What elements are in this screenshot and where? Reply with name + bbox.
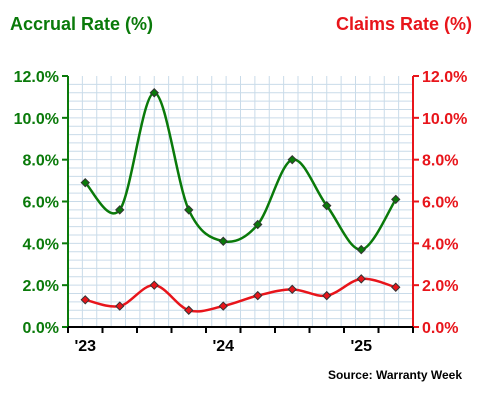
accrual-data-point: [80, 177, 90, 188]
right-axis-title: Claims Rate (%): [335, 14, 472, 34]
claims-data-point: [391, 282, 401, 292]
left-tick-label: 12.0%: [14, 69, 59, 86]
right-tick-label: 0.0%: [422, 320, 458, 337]
accrual-data-point: [149, 88, 159, 98]
accrual-data-point: [115, 205, 125, 215]
left-tick-label: 2.0%: [23, 278, 59, 295]
accrual-data-point: [253, 219, 263, 230]
claims-data-point: [356, 274, 366, 284]
left-tick-label: 10.0%: [14, 111, 59, 128]
claims-data-point: [184, 305, 194, 315]
claims-data-point: [80, 295, 90, 305]
claims-data-point: [253, 290, 263, 301]
accrual-data-point: [391, 194, 401, 205]
right-tick-label: 10.0%: [422, 111, 467, 128]
accrual-data-point: [322, 200, 332, 211]
source-note: Source: Warranty Week: [327, 368, 462, 382]
left-tick-label: 6.0%: [23, 195, 59, 212]
accrual-data-point: [218, 236, 228, 246]
left-tick-label: 4.0%: [23, 236, 59, 253]
left-axis-title: Accrual Rate (%): [10, 14, 154, 34]
claims-data-point: [322, 290, 332, 301]
accrual-series-line: [84, 91, 397, 251]
claims-data-point: [149, 280, 159, 290]
accrual-data-point: [184, 205, 194, 215]
x-tick-label: '24: [212, 338, 234, 355]
right-tick-label: 8.0%: [422, 153, 458, 170]
claims-series-line: [84, 277, 397, 313]
claims-data-point: [218, 301, 228, 311]
accrual-data-point: [356, 244, 366, 255]
left-tick-label: 8.0%: [23, 153, 59, 170]
right-tick-label: 4.0%: [422, 236, 458, 253]
accrual-data-point: [287, 154, 297, 165]
claims-data-point: [115, 301, 125, 311]
x-tick-label: '25: [350, 338, 372, 355]
claims-data-point: [287, 284, 297, 295]
right-tick-label: 6.0%: [422, 195, 458, 212]
right-tick-label: 2.0%: [422, 278, 458, 295]
x-tick-label: '23: [74, 338, 96, 355]
left-tick-label: 0.0%: [23, 320, 59, 337]
right-tick-label: 12.0%: [422, 69, 467, 86]
